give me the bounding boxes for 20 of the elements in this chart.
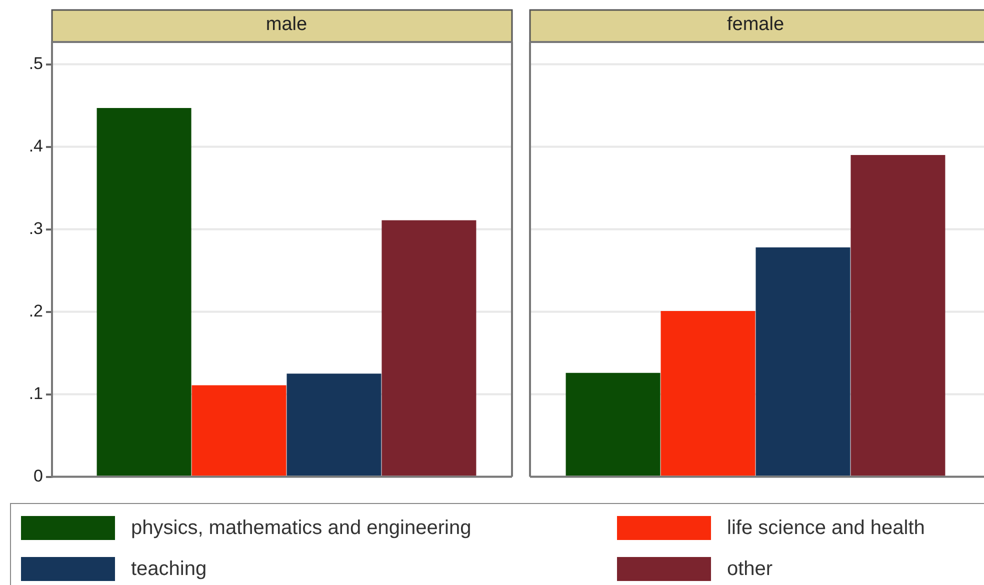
y-tick-label: .5 xyxy=(28,54,43,73)
bar xyxy=(660,310,756,476)
legend-label: physics, mathematics and engineering xyxy=(131,516,472,540)
bar xyxy=(382,220,476,476)
bar xyxy=(566,372,660,476)
bar xyxy=(96,108,192,476)
y-tick-label: 0 xyxy=(34,466,43,486)
y-tick-label: .2 xyxy=(28,301,43,320)
legend-label: life science and health xyxy=(727,516,925,540)
y-tick-label: .1 xyxy=(28,384,43,403)
bar xyxy=(850,155,946,476)
y-tick-label: .3 xyxy=(28,218,43,238)
x-tick-label: female xyxy=(726,14,784,35)
legend-label: other xyxy=(727,558,773,580)
y-tick-label: .4 xyxy=(28,136,43,156)
bar xyxy=(286,374,382,476)
bar xyxy=(756,247,850,476)
x-tick-label: male xyxy=(266,14,308,35)
bar xyxy=(192,385,286,476)
legend-label: teaching xyxy=(131,558,207,580)
